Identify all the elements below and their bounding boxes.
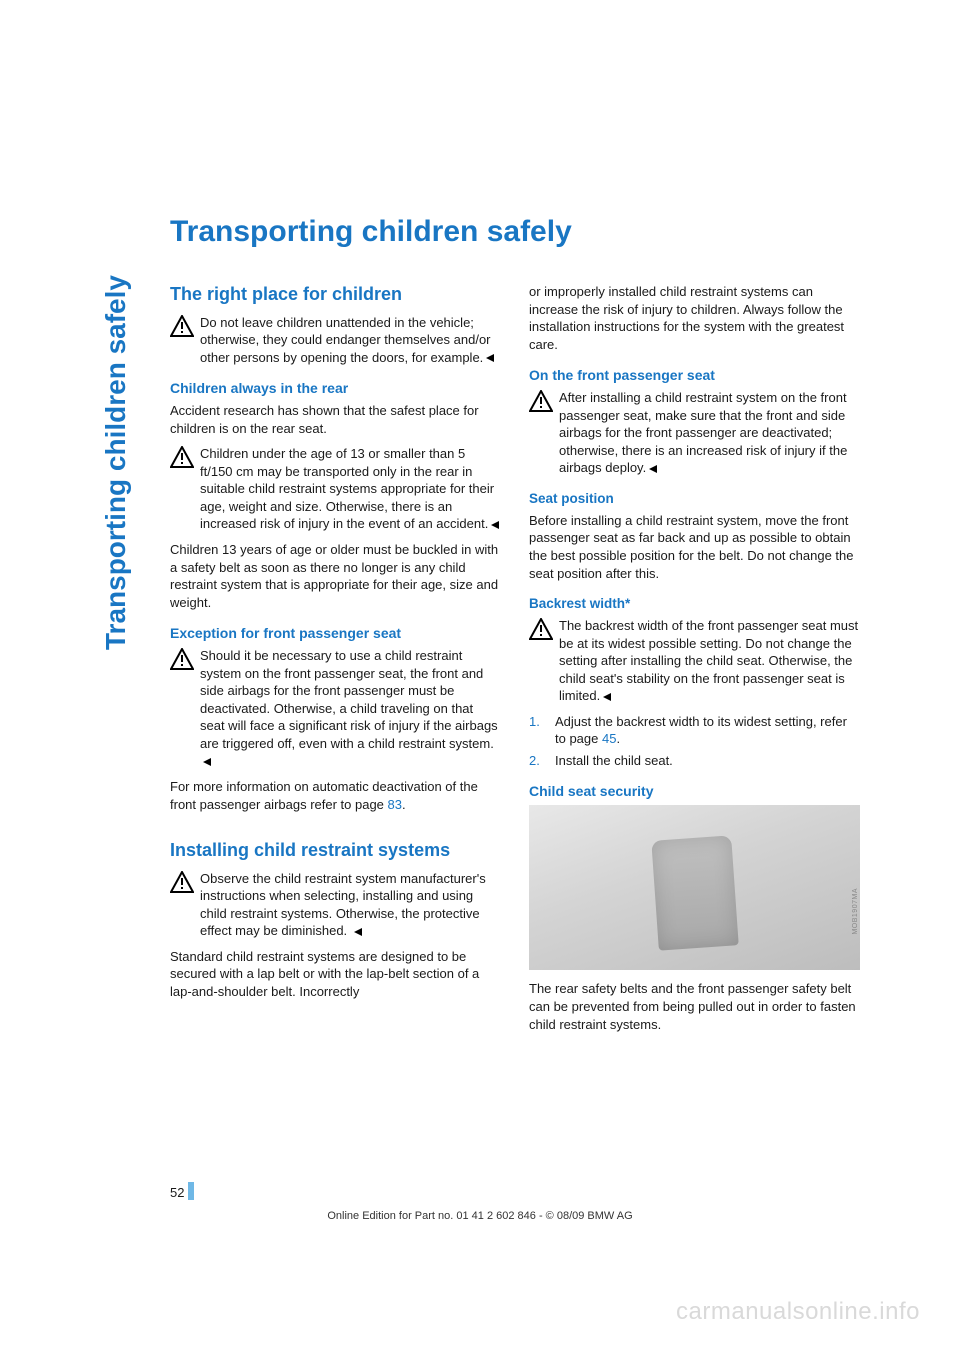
paragraph: The rear safety belts and the front pass…	[529, 980, 860, 1033]
watermark: carmanualsonline.info	[676, 1298, 920, 1326]
warning-text: Do not leave children unattended in the …	[200, 315, 491, 365]
column-right: or improperly installed child restraint …	[529, 283, 860, 1041]
paragraph: Before installing a child restraint syst…	[529, 512, 860, 582]
illustration-child-seat: MOB1907MA	[529, 805, 860, 970]
warning-unattended: Do not leave children unattended in the …	[170, 314, 501, 367]
page-number-bar	[188, 1182, 194, 1200]
warning-text: Should it be necessary to use a child re…	[200, 648, 498, 751]
paragraph-crossref: For more information on automatic deacti…	[170, 778, 501, 813]
warning-text: After installing a child restraint syste…	[559, 390, 847, 475]
subheading-backrest-width: Backrest width*	[529, 596, 860, 611]
footer-edition-line: Online Edition for Part no. 01 41 2 602 …	[327, 1210, 632, 1222]
warning-after-install: After installing a child restraint syste…	[529, 389, 860, 477]
numbered-steps: 1. Adjust the backrest width to its wide…	[529, 713, 860, 770]
section-tab-label: Transporting children safely	[100, 275, 132, 650]
page-number: 52	[170, 1182, 194, 1200]
page-title: Transporting children safely	[170, 215, 860, 249]
warning-age-height: Children under the age of 13 or smaller …	[170, 445, 501, 533]
subheading-children-rear: Children always in the rear	[170, 380, 501, 396]
two-column-layout: The right place for children Do not leav…	[170, 283, 860, 1041]
step-1: 1. Adjust the backrest width to its wide…	[529, 713, 860, 748]
paragraph: Standard child restraint systems are des…	[170, 948, 501, 1001]
heading-installing: Installing child restraint systems	[170, 839, 501, 862]
column-left: The right place for children Do not leav…	[170, 283, 501, 1041]
end-mark-icon	[648, 464, 658, 474]
warning-text: The backrest width of the front passenge…	[559, 618, 858, 703]
subheading-front-seat: On the front passenger seat	[529, 367, 860, 383]
warning-icon	[170, 315, 194, 337]
warning-icon	[529, 390, 553, 412]
step-number: 1.	[529, 713, 545, 748]
warning-icon	[529, 618, 553, 640]
page-content: Transporting children safely The right p…	[170, 215, 860, 1041]
illustration-code: MOB1907MA	[853, 888, 860, 935]
end-mark-icon	[485, 353, 495, 363]
end-mark-icon	[353, 927, 363, 937]
step-2: 2. Install the child seat.	[529, 752, 860, 770]
page-link-45[interactable]: 45	[602, 731, 616, 746]
step-number: 2.	[529, 752, 545, 770]
warning-front-passenger: Should it be necessary to use a child re…	[170, 647, 501, 770]
end-mark-icon	[602, 692, 612, 702]
subheading-seat-position: Seat position	[529, 491, 860, 506]
paragraph: Children 13 years of age or older must b…	[170, 541, 501, 611]
end-mark-icon	[202, 757, 212, 767]
subheading-front-exception: Exception for front passenger seat	[170, 625, 501, 641]
warning-icon	[170, 871, 194, 893]
warning-icon	[170, 446, 194, 468]
end-mark-icon	[490, 520, 500, 530]
heading-right-place: The right place for children	[170, 283, 501, 306]
subheading-child-seat-security: Child seat security	[529, 783, 860, 799]
warning-text: Observe the child restraint system manuf…	[200, 871, 486, 939]
paragraph: Accident research has shown that the saf…	[170, 402, 501, 437]
warning-backrest-width: The backrest width of the front passenge…	[529, 617, 860, 705]
warning-manufacturer: Observe the child restraint system manuf…	[170, 870, 501, 940]
warning-icon	[170, 648, 194, 670]
paragraph-continuation: or improperly installed child restraint …	[529, 283, 860, 353]
page-link-83[interactable]: 83	[388, 797, 402, 812]
warning-text: Children under the age of 13 or smaller …	[200, 446, 494, 531]
